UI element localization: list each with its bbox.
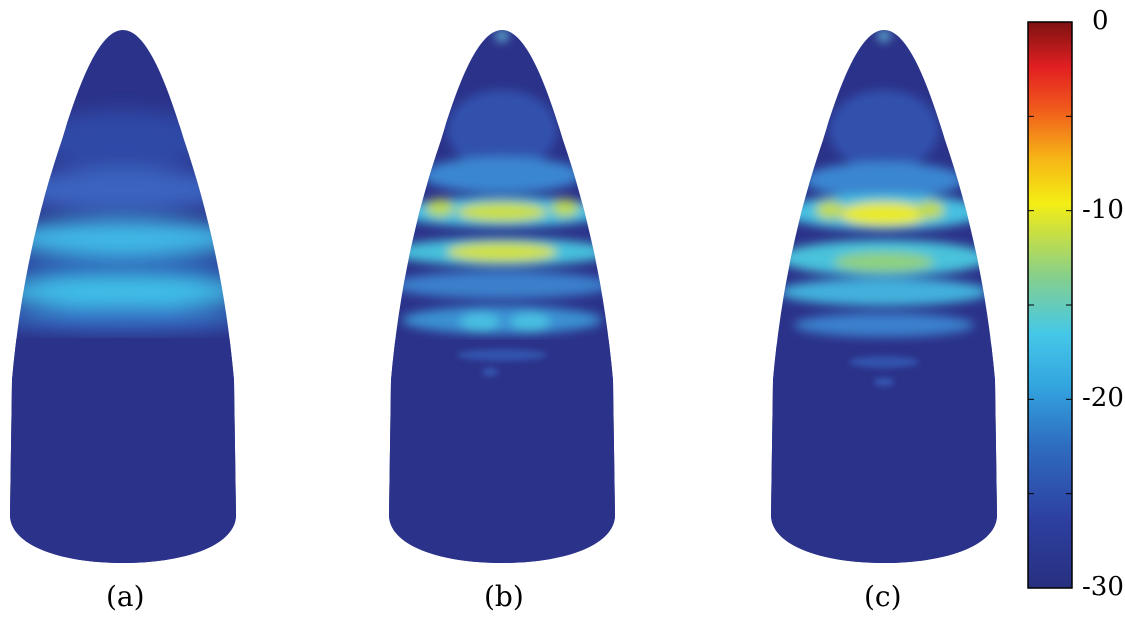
panel-label-a: (a)	[106, 580, 145, 613]
colorbar	[1027, 21, 1073, 589]
colorbar-tick-label: -30	[1082, 572, 1124, 602]
colorbar-tick-label: 0	[1092, 6, 1109, 36]
panel-c-bullet	[771, 30, 997, 563]
colorbar-ticks	[1028, 21, 1072, 589]
panel-label-c: (c)	[864, 580, 902, 613]
panel-a-bullet	[10, 30, 236, 563]
colorbar-tick-label: -20	[1082, 383, 1124, 414]
colorbar-tick-label: -10	[1082, 194, 1124, 225]
panel-label-b: (b)	[484, 580, 524, 613]
panel-b-bullet	[389, 30, 615, 563]
